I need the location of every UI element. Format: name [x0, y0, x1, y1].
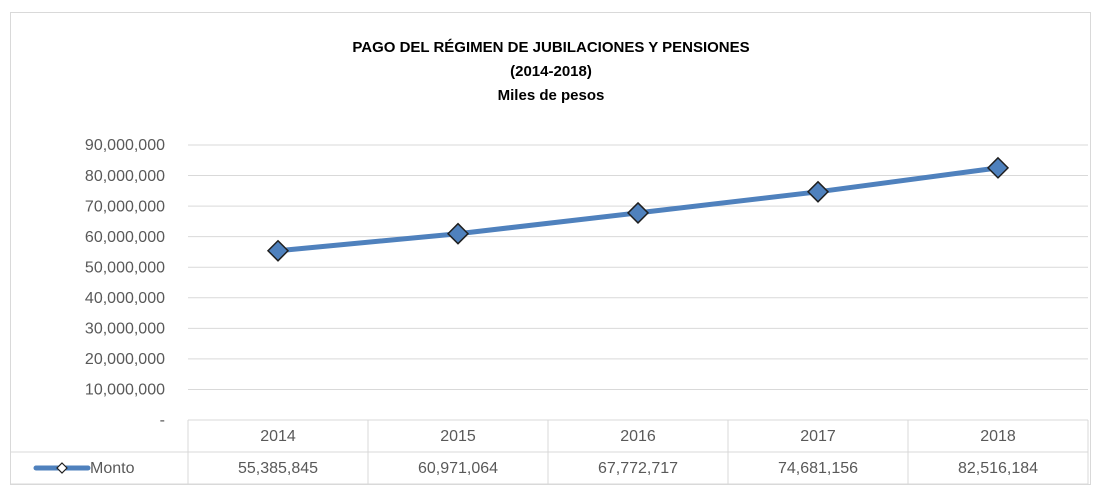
marker [266, 239, 290, 262]
chart-subtitle: (2014-2018) [510, 63, 592, 80]
y-tick-label: - [160, 412, 165, 429]
table-value: 67,772,717 [598, 460, 678, 477]
y-tick-label: 60,000,000 [85, 229, 165, 246]
legend-marker [56, 462, 68, 474]
chart-title: PAGO DEL RÉGIMEN DE JUBILACIONES Y PENSI… [352, 39, 749, 56]
y-tick-label: 40,000,000 [85, 290, 165, 307]
table-value: 82,516,184 [958, 460, 1038, 477]
y-tick-label: 80,000,000 [85, 168, 165, 185]
legend-label: Monto [90, 460, 135, 477]
x-tick-label: 2016 [620, 428, 656, 445]
y-tick-label: 50,000,000 [85, 259, 165, 276]
marker [986, 156, 1010, 179]
y-tick-label: 90,000,000 [85, 137, 165, 154]
x-tick-label: 2014 [260, 428, 296, 445]
x-tick-label: 2015 [440, 428, 476, 445]
marker [626, 201, 650, 224]
x-tick-label: 2018 [980, 428, 1016, 445]
marker [446, 222, 470, 245]
table-value: 60,971,064 [418, 460, 498, 477]
marker [806, 180, 830, 203]
chart-border [10, 12, 1091, 485]
table-value: 74,681,156 [778, 460, 858, 477]
x-tick-label: 2017 [800, 428, 836, 445]
y-tick-label: 30,000,000 [85, 321, 165, 338]
y-tick-label: 70,000,000 [85, 198, 165, 215]
y-tick-label: 20,000,000 [85, 351, 165, 368]
y-tick-label: 10,000,000 [85, 382, 165, 399]
chart-subtitle: Miles de pesos [498, 87, 605, 104]
table-value: 55,385,845 [238, 460, 318, 477]
